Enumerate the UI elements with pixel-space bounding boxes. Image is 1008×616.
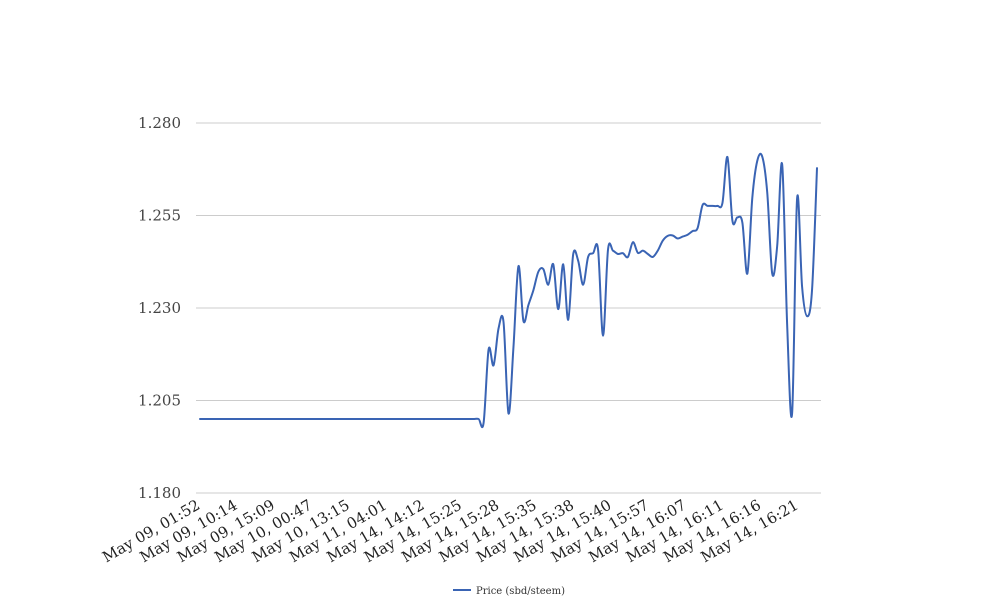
y-tick-label: 1.255 bbox=[138, 207, 181, 225]
y-axis: 1.280 1.255 1.230 1.205 1.180 bbox=[138, 114, 181, 502]
y-tick-label: 1.205 bbox=[138, 392, 181, 410]
legend-label: Price (sbd/steem) bbox=[476, 586, 565, 597]
legend[interactable]: Price (sbd/steem) bbox=[453, 586, 565, 597]
series-line-price bbox=[199, 152, 818, 429]
y-tick-label: 1.230 bbox=[138, 299, 181, 317]
gridlines bbox=[196, 122, 821, 494]
series-group bbox=[199, 152, 818, 429]
y-tick-label: 1.180 bbox=[138, 484, 181, 502]
y-tick-label: 1.280 bbox=[138, 114, 181, 132]
